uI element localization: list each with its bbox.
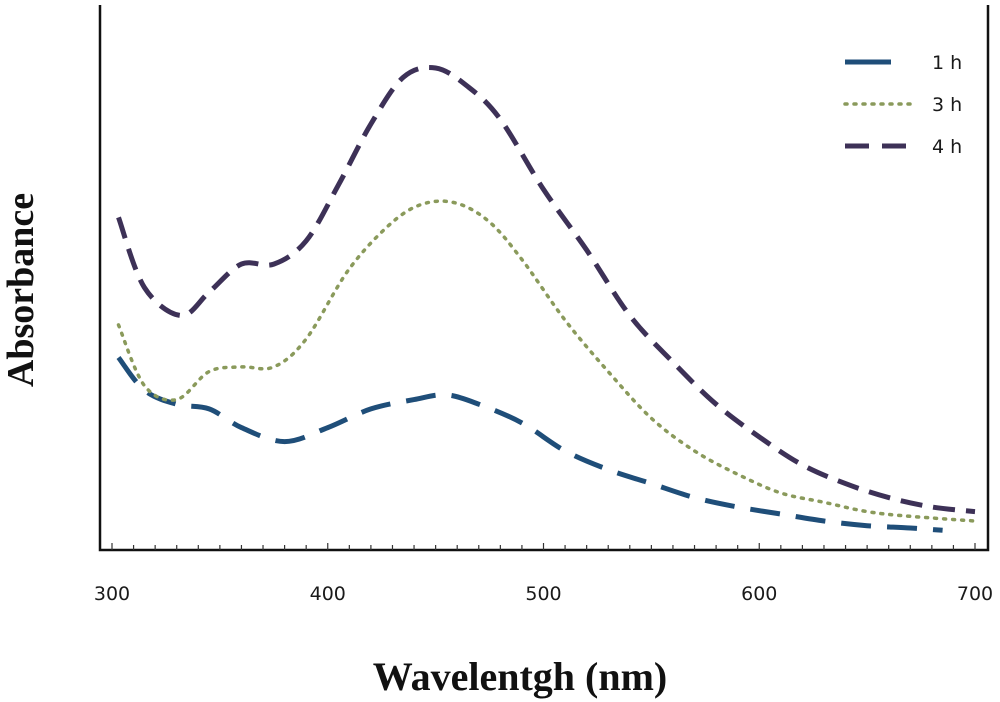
legend: 1 h 3 h 4 h (843, 52, 962, 158)
series-layer (116, 64, 977, 533)
minor-ticks (111, 543, 976, 550)
x-tick-label: 600 (741, 583, 777, 605)
y-axis-title: Absorbance (0, 193, 42, 387)
x-tick-label: 700 (957, 583, 993, 605)
x-tick-labels: 300 400 500 600 700 (94, 583, 993, 605)
plot-area (100, 5, 988, 550)
x-tick-label: 300 (94, 583, 130, 605)
series-line-3 (116, 64, 976, 515)
series-line-1 (116, 355, 943, 533)
x-axis-title: Wavelentgh (nm) (373, 654, 667, 699)
x-tick-label: 400 (310, 583, 346, 605)
x-tick-label: 500 (525, 583, 561, 605)
legend-label-3: 4 h (932, 136, 962, 158)
series-line-2 (116, 199, 977, 523)
legend-label-2: 3 h (932, 94, 962, 116)
legend-label-1: 1 h (932, 52, 962, 74)
